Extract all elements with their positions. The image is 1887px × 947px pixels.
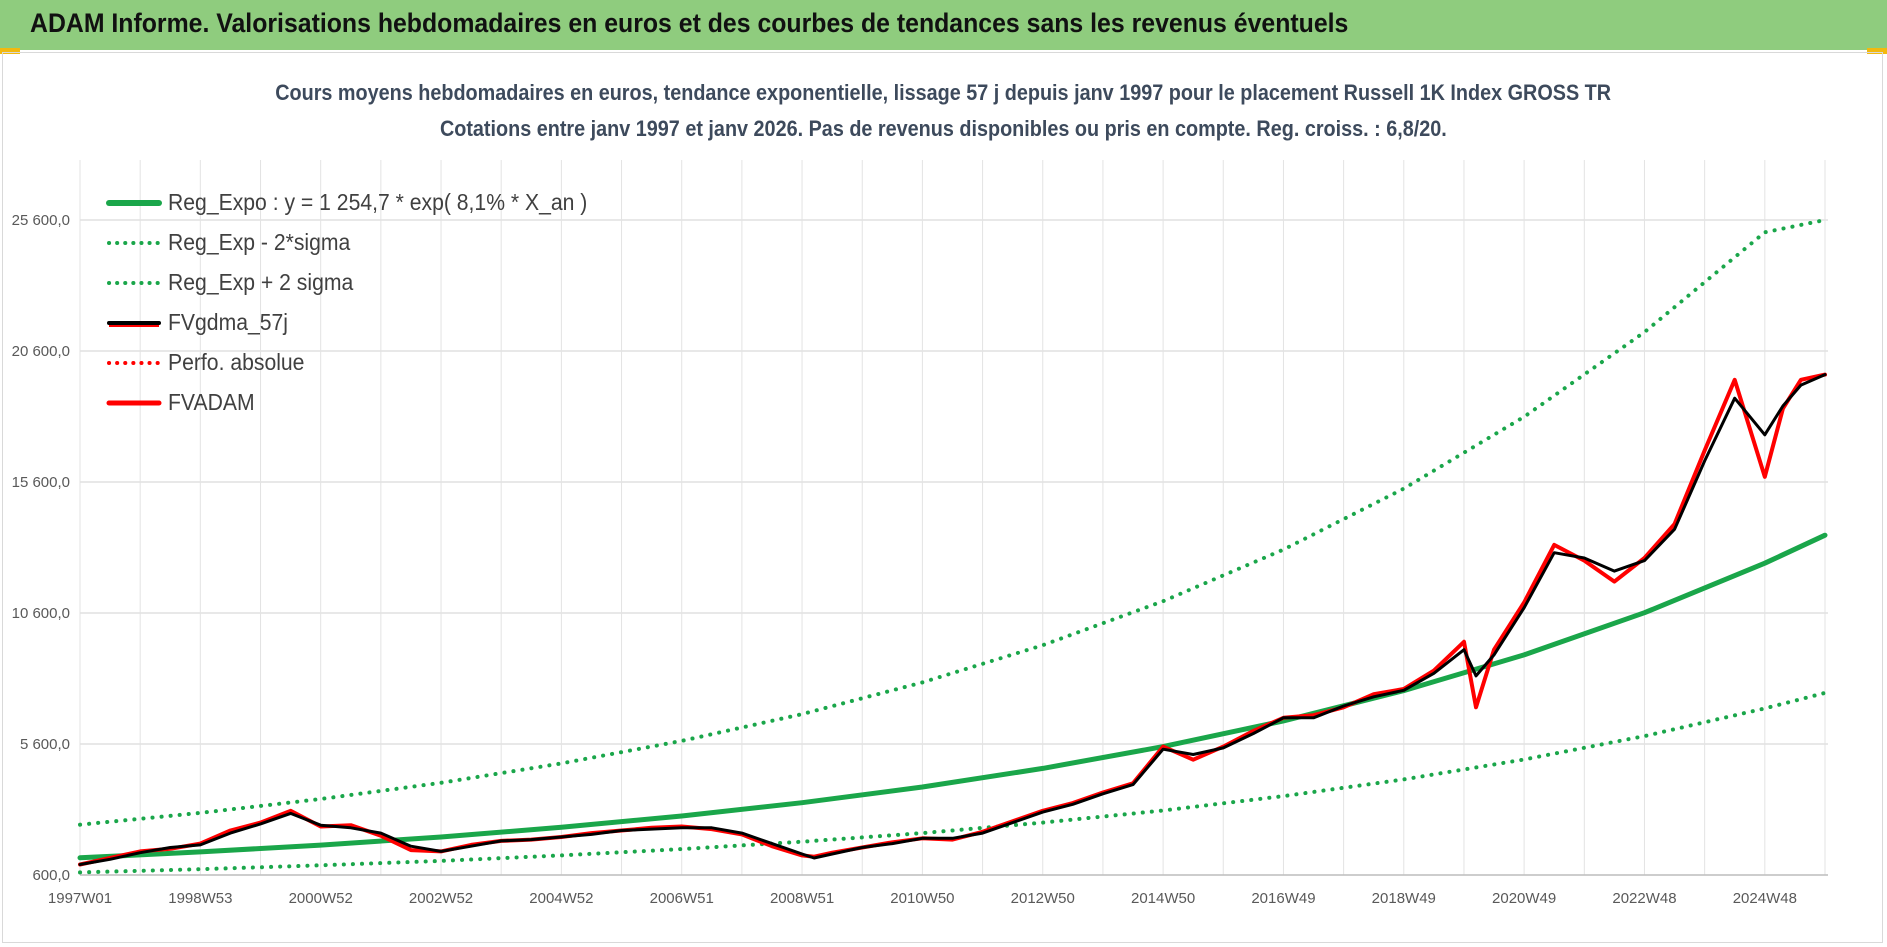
chart-title: Cours moyens hebdomadaires en euros, ten…: [275, 80, 1612, 105]
chart-area: [2, 52, 1883, 943]
series-line-1: [78, 690, 1827, 875]
y-tick-label: 15 600,0: [12, 474, 70, 491]
x-tick-label: 2008W51: [770, 890, 834, 907]
x-tick-label: 2010W50: [890, 890, 954, 907]
legend-swatch: [107, 321, 161, 327]
x-tick-label: 2018W49: [1372, 890, 1436, 907]
legend-label: FVADAM: [168, 389, 255, 415]
x-tick-label: 2014W50: [1131, 890, 1195, 907]
y-tick-label: 5 600,0: [20, 736, 70, 753]
legend-label: Reg_Exp - 2*sigma: [168, 229, 351, 255]
x-tick-label: 2020W49: [1492, 890, 1556, 907]
legend-label: Reg_Expo : y = 1 254,7 * exp( 8,1% * X_a…: [168, 189, 588, 215]
legend-swatch: [106, 400, 162, 406]
x-axis-ticks: 1997W01 1998W53 2000W52 2002W52 2004W52 2006W…: [48, 890, 1797, 907]
report-banner: ADAM Informe. Valorisations hebdomadaire…: [0, 0, 1887, 50]
series-layer: [77, 218, 1828, 875]
legend-swatch: [106, 200, 162, 206]
y-tick-label: 20 600,0: [12, 343, 70, 360]
corner-accent-top-left: [0, 48, 20, 54]
chart-legend: Reg_Expo : y = 1 254,7 * exp( 8,1% * X_a…: [106, 183, 666, 423]
x-tick-label: 2012W50: [1011, 890, 1075, 907]
legend-item: FVgdma_57j: [106, 303, 666, 343]
series-line-5: [78, 372, 1827, 867]
legend-item: FVADAM: [106, 383, 666, 423]
x-tick-label: 2006W51: [650, 890, 714, 907]
series-line-0: [77, 532, 1828, 861]
series-line-2: [78, 218, 1827, 827]
x-tick-label: 1998W53: [168, 890, 232, 907]
corner-accent-top-right: [1867, 48, 1887, 54]
y-axis-ticks: 600,0 5 600,0 10 600,0 15 600,0 20 600,0 25 6…: [12, 212, 70, 884]
legend-label: Reg_Exp + 2 sigma: [168, 269, 354, 295]
x-tick-label: 2024W48: [1733, 890, 1797, 907]
x-tick-label: 2000W52: [289, 890, 353, 907]
x-tick-label: 2022W48: [1612, 890, 1676, 907]
series-line-3: [78, 373, 1827, 866]
legend-label: FVgdma_57j: [168, 309, 288, 335]
y-tick-label: 25 600,0: [12, 212, 70, 229]
legend-label: Perfo. absolue: [168, 349, 305, 375]
x-tick-label: 2016W49: [1251, 890, 1315, 907]
x-tick-label: 1997W01: [48, 890, 112, 907]
y-tick-label: 600,0: [32, 867, 70, 884]
legend-swatch: [107, 241, 161, 245]
legend-item: Reg_Exp - 2*sigma: [106, 223, 666, 263]
chart-subtitle: Cotations entre janv 1997 et janv 2026. …: [440, 116, 1447, 141]
legend-swatch: [107, 281, 161, 285]
legend-swatch: [107, 361, 161, 365]
x-tick-label: 2004W52: [529, 890, 593, 907]
legend-item: Perfo. absolue: [106, 343, 666, 383]
legend-item: Reg_Expo : y = 1 254,7 * exp( 8,1% * X_a…: [106, 183, 666, 223]
y-tick-label: 10 600,0: [12, 605, 70, 622]
x-tick-label: 2002W52: [409, 890, 473, 907]
legend-item: Reg_Exp + 2 sigma: [106, 263, 666, 303]
report-title: ADAM Informe. Valorisations hebdomadaire…: [30, 8, 1349, 38]
